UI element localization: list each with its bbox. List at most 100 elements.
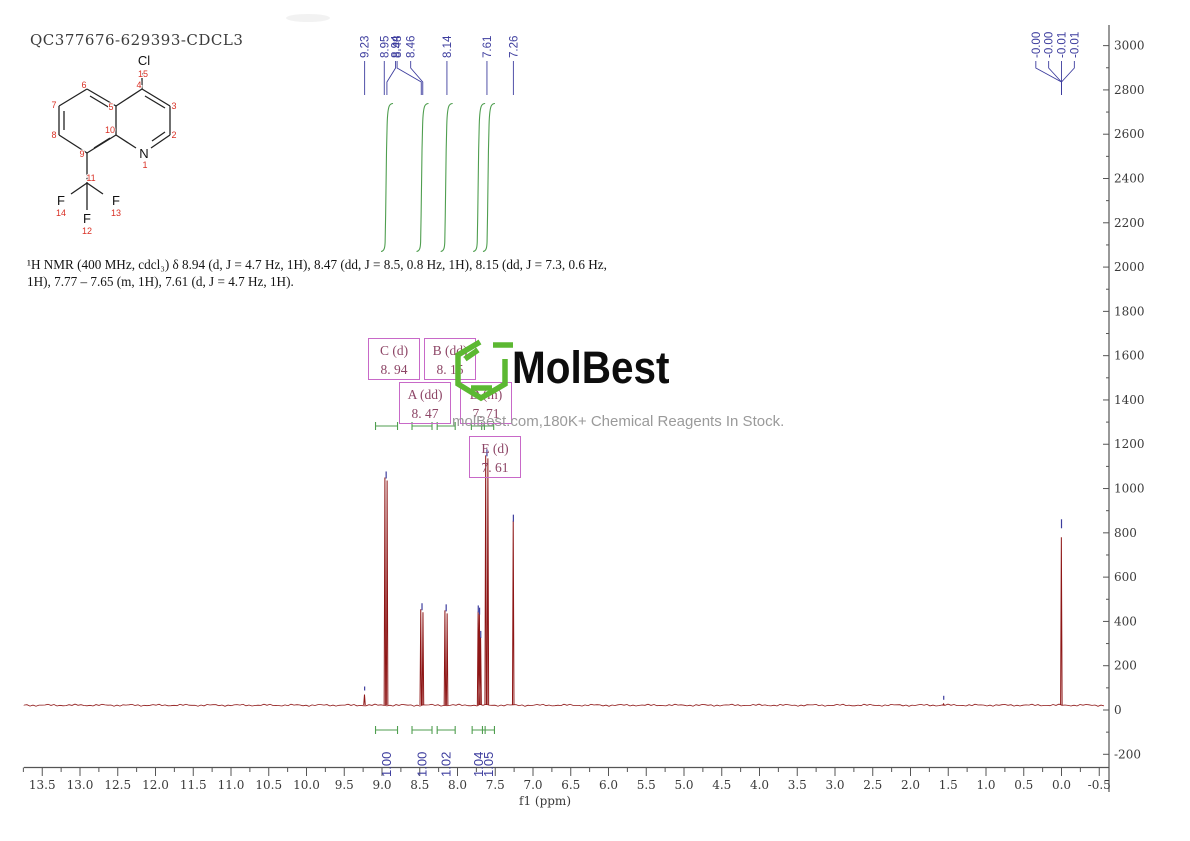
- x-tick-label: 10.5: [255, 778, 282, 792]
- x-tick-label: 6.5: [561, 778, 580, 792]
- atom-number-1: 1: [142, 160, 147, 170]
- atom-number-10: 10: [105, 125, 115, 135]
- multiplet-id: C (d): [379, 343, 409, 358]
- peak-top-ticks: [364, 449, 1063, 700]
- multiplet-shift: 8. 47: [411, 406, 439, 421]
- atom-number-14: 14: [56, 208, 66, 218]
- multiplet-box-C: C (d) 8. 94: [368, 338, 420, 380]
- integral-curve: [440, 102, 453, 253]
- integration-value: 1.00: [379, 752, 394, 777]
- atom-label-F: F: [57, 193, 65, 208]
- integration-labels: 1.00 1.00 1.02 1.041.05: [379, 752, 496, 777]
- x-tick-label: 9.5: [335, 778, 354, 792]
- y-tick-label: -200: [1114, 747, 1141, 761]
- atom-number-15: 15: [138, 69, 148, 79]
- peak-shift-label: -0.01: [1069, 32, 1081, 58]
- y-tick-label: 200: [1114, 659, 1137, 673]
- y-tick-label: 1000: [1114, 482, 1145, 496]
- atom-number-9: 9: [79, 149, 84, 159]
- y-tick-label: 1400: [1114, 393, 1145, 407]
- integral-curves: [380, 102, 495, 253]
- x-tick-label: 13.5: [29, 778, 56, 792]
- atom-number-4: 4: [136, 80, 141, 90]
- peak-shift-label: 7.26: [508, 36, 520, 58]
- x-tick-label: 12.0: [142, 778, 169, 792]
- peak-shift-label: -0.00: [1044, 32, 1056, 58]
- y-tick-label: 2000: [1114, 260, 1145, 274]
- label-leader: [410, 61, 424, 95]
- peak-shift-label: -0.01: [1057, 32, 1069, 58]
- y-tick-label: 2400: [1114, 171, 1145, 185]
- molecule-structure: Cl N F F F 154 3 2 1 10 5 6 7 8 9 11 14 13 12: [50, 52, 177, 238]
- integration-value: 1.05: [481, 752, 496, 777]
- integration-value: 1.04: [471, 752, 486, 777]
- integral-bracket: [374, 726, 399, 734]
- x-axis-label: f1 (ppm): [519, 794, 571, 808]
- atom-label-F: F: [112, 193, 120, 208]
- peak-shift-label: 8.14: [442, 35, 454, 58]
- atom-label-F: F: [83, 211, 91, 226]
- y-tick-label: 2800: [1114, 83, 1145, 97]
- atom-number-6: 6: [81, 80, 86, 90]
- x-tick-label: 8.0: [448, 778, 467, 792]
- atom-number-8: 8: [51, 130, 56, 140]
- x-tick-label: 13.0: [67, 778, 94, 792]
- y-tick-label: 1200: [1114, 437, 1145, 451]
- x-tick-label: 3.0: [825, 778, 844, 792]
- bond-lines: [58, 73, 171, 210]
- sample-title: QC377676-629393-CDCL3: [30, 31, 244, 49]
- peak-shift-label: 8.46: [406, 36, 418, 58]
- peak-shift-labels: 9.23 8.95 8.948.48 8.46 8.14 7.61 7.26 -0.00 -0.…: [360, 32, 1081, 95]
- multiplet-id: A (dd): [407, 387, 443, 402]
- hexagon-logo-icon: [455, 339, 513, 402]
- x-tick-label: 12.5: [104, 778, 131, 792]
- y-tick-label: 600: [1114, 570, 1137, 584]
- x-tick-label: 5.5: [637, 778, 656, 792]
- label-leader: [386, 61, 397, 95]
- y-tick-label: 2200: [1114, 216, 1145, 230]
- x-tick-label: 11.5: [180, 778, 207, 792]
- x-tick-label: -0.5: [1088, 778, 1111, 792]
- integral-bracket: [411, 726, 433, 734]
- spectrum-trace: [23, 455, 1105, 707]
- atom-labels: Cl N F F F: [56, 52, 152, 228]
- x-tick-label: 7.5: [486, 778, 505, 792]
- peak-shift-label: 7.61: [482, 36, 494, 58]
- atom-label-N: N: [139, 146, 148, 161]
- integral-brackets: [374, 422, 496, 734]
- x-tick-label: 0.5: [1014, 778, 1033, 792]
- x-tick-label: 4.5: [712, 778, 731, 792]
- x-tick-label: 8.5: [410, 778, 429, 792]
- x-tick-label: 6.0: [599, 778, 618, 792]
- atom-number-7: 7: [51, 100, 56, 110]
- x-tick-label: 1.5: [939, 778, 958, 792]
- x-tick-label: 1.0: [976, 778, 995, 792]
- y-tick-label: 1800: [1114, 304, 1145, 318]
- multiplet-box-A: A (dd) 8. 47: [399, 382, 451, 424]
- x-axis: 13.5 13.0 12.5 12.0 11.5 11.0 10.5 10.0 9.5 9.0 8.…: [22, 766, 1111, 792]
- double-bond-lines: [63, 95, 166, 149]
- multiplet-box-E: E (d) 7. 61: [469, 436, 521, 478]
- atom-number-labels: 154 3 2 1 10 5 6 7 8 9 11 14 13 12: [50, 68, 177, 237]
- y-tick-label: 0: [1114, 703, 1122, 717]
- integral-curve: [416, 102, 429, 253]
- x-tick-label: 2.5: [863, 778, 882, 792]
- integral-curve: [380, 102, 394, 253]
- x-tick-label: 7.0: [523, 778, 542, 792]
- multiplet-shift: 7. 61: [481, 460, 509, 475]
- label-leader: [396, 61, 422, 95]
- brand-name: MolBest: [512, 342, 670, 393]
- x-tick-label: 10.0: [293, 778, 320, 792]
- y-tick-label: 3000: [1114, 39, 1145, 53]
- x-tick-label: 11.0: [218, 778, 245, 792]
- molbest-watermark: MolBest molBest.com,180K+ Chemical Reage…: [450, 336, 784, 436]
- peak-lines: [363, 455, 1063, 706]
- scan-smudge: [286, 14, 330, 22]
- x-tick-label: 0.0: [1052, 778, 1071, 792]
- y-axis: 3000280026002400220020001800160014001200…: [1103, 25, 1145, 792]
- y-tick-label: 400: [1114, 614, 1137, 628]
- x-tick-label: 3.5: [788, 778, 807, 792]
- atom-number-2: 2: [171, 130, 176, 140]
